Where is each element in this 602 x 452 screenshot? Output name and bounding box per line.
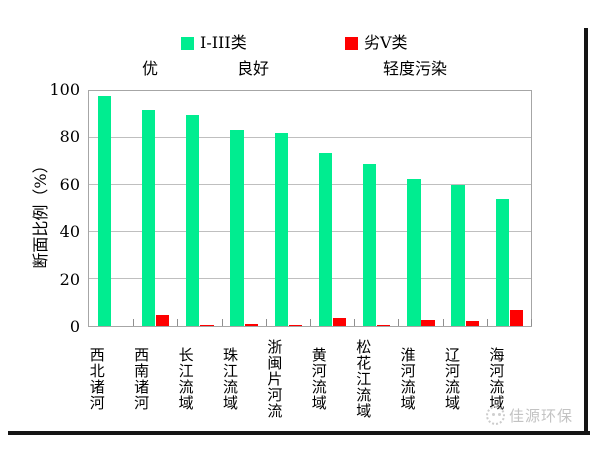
y-axis-tick-label: 40 bbox=[59, 222, 80, 242]
x-axis-tick bbox=[310, 319, 312, 326]
x-axis-label: 珠江流域 bbox=[220, 347, 239, 411]
category-group bbox=[266, 91, 312, 326]
legend-item-inferior-v: 劣V类 bbox=[345, 34, 408, 52]
x-axis-label: 西北诸河 bbox=[87, 347, 106, 411]
bar-i-iii-class bbox=[407, 179, 421, 326]
bar-i-iii-class bbox=[97, 95, 112, 326]
bar-inferior-v-class bbox=[288, 324, 303, 326]
bar-inferior-v-class bbox=[421, 320, 435, 326]
category-group bbox=[354, 91, 400, 326]
bar-i-iii-class bbox=[142, 109, 156, 326]
bar-i-iii-class bbox=[318, 153, 333, 326]
gridline bbox=[89, 231, 531, 232]
watermark-logo-icon bbox=[486, 406, 505, 425]
gridline bbox=[89, 278, 531, 279]
legend-label-i-iii: I-III类 bbox=[200, 33, 247, 52]
gridline bbox=[89, 184, 531, 185]
y-axis-tick-label: 20 bbox=[59, 269, 80, 289]
bar-i-iii-class bbox=[186, 114, 200, 326]
category-group bbox=[487, 91, 533, 326]
x-axis-tick bbox=[177, 319, 179, 326]
bar-i-iii-class bbox=[451, 185, 465, 326]
legend-item-i-iii: I-III类 bbox=[181, 34, 247, 52]
x-axis-label: 淮河流域 bbox=[398, 347, 417, 411]
x-axis-tick bbox=[442, 319, 444, 326]
bar-inferior-v-class bbox=[156, 315, 170, 326]
bar-inferior-v-class bbox=[377, 324, 391, 326]
annotation-excellent: 优 bbox=[141, 59, 158, 78]
x-axis-tick bbox=[531, 319, 533, 326]
x-axis-label: 黄河流域 bbox=[309, 347, 328, 411]
gridline bbox=[89, 137, 531, 138]
y-axis-tick-label: 100 bbox=[49, 80, 80, 99]
category-group bbox=[177, 91, 223, 326]
x-axis-tick bbox=[133, 319, 135, 326]
bar-inferior-v-class bbox=[244, 323, 258, 326]
bar-inferior-v-class bbox=[333, 317, 347, 326]
y-axis-tick-label: 0 bbox=[69, 317, 80, 336]
bar-inferior-v-class bbox=[509, 309, 524, 326]
plot-area bbox=[88, 90, 533, 327]
legend-label-inferior-v: 劣V类 bbox=[364, 33, 408, 52]
category-group bbox=[398, 91, 444, 326]
x-axis-label: 松花江流域 bbox=[354, 339, 373, 419]
x-axis-label: 辽河流域 bbox=[443, 347, 461, 411]
x-axis-tick bbox=[486, 319, 488, 326]
bar-i-iii-class bbox=[274, 133, 288, 326]
x-axis-label: 海河流域 bbox=[487, 347, 506, 411]
page-frame-bottom-line bbox=[8, 431, 590, 435]
annotation-light-pollution: 轻度污染 bbox=[382, 59, 447, 78]
bar-inferior-v-class bbox=[465, 321, 479, 326]
watermark-text: 佳源环保 bbox=[509, 407, 574, 425]
category-group bbox=[222, 91, 267, 326]
category-group bbox=[89, 91, 135, 326]
legend-swatch-i-iii bbox=[181, 36, 194, 50]
x-axis-labels: 西北诸河 西南诸河 长江流域 珠江流域 浙闽片河流 黄河流域 松花江流域 淮河流域 辽河流域 海河… bbox=[88, 339, 532, 419]
legend-swatch-inferior-v bbox=[345, 36, 358, 50]
x-axis-label: 西南诸河 bbox=[132, 347, 151, 411]
x-axis-tick bbox=[398, 319, 400, 326]
page-frame-right-line bbox=[584, 28, 588, 435]
category-group bbox=[133, 91, 179, 326]
y-axis-tick-label: 60 bbox=[59, 174, 80, 194]
bar-i-iii-class bbox=[495, 199, 509, 326]
y-axis-tick-label: 80 bbox=[59, 127, 80, 147]
bar-i-iii-class bbox=[363, 163, 377, 326]
y-axis-tick-labels: 0 20 40 60 80 100 bbox=[28, 81, 80, 336]
x-axis-label: 长江流域 bbox=[176, 347, 195, 411]
category-group bbox=[443, 91, 488, 326]
annotation-good: 良好 bbox=[236, 59, 269, 78]
category-group bbox=[310, 91, 356, 326]
bar-i-iii-class bbox=[230, 129, 244, 326]
x-axis-tick bbox=[265, 319, 267, 326]
x-axis-tick bbox=[354, 319, 356, 326]
x-axis-tick bbox=[221, 319, 223, 326]
bar-inferior-v-class bbox=[200, 324, 214, 326]
watermark: 佳源环保 bbox=[486, 405, 573, 426]
x-axis-label: 浙闽片河流 bbox=[265, 339, 284, 419]
